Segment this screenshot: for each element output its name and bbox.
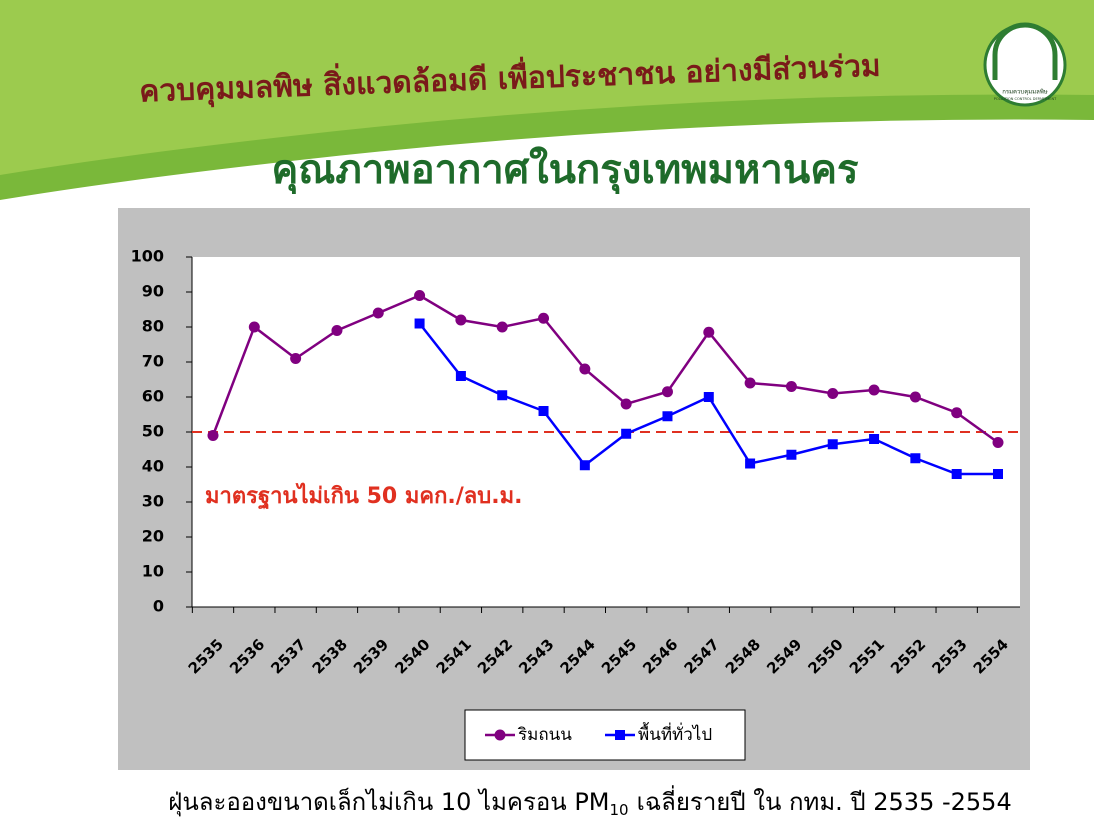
point: [704, 392, 714, 402]
y-tick-label: 30: [142, 492, 164, 511]
point: [538, 313, 549, 324]
y-tick-label: 80: [142, 317, 164, 336]
point: [828, 439, 838, 449]
y-tick-label: 10: [142, 562, 164, 581]
point: [703, 327, 714, 338]
y-tick-label: 0: [153, 597, 164, 616]
logo-english: POLLUTION CONTROL DEPARTMENT: [994, 97, 1057, 101]
point: [373, 308, 384, 319]
y-tick-label: 60: [142, 387, 164, 406]
point: [539, 406, 549, 416]
y-tick-label: 40: [142, 457, 164, 476]
point: [993, 469, 1003, 479]
caption-subscript: 10: [610, 801, 629, 819]
point: [993, 437, 1004, 448]
y-tick-label: 100: [131, 247, 164, 266]
logo-name: กรมควบคุมมลพิษ: [1002, 89, 1048, 96]
point: [951, 407, 962, 418]
point: [497, 390, 507, 400]
point: [456, 371, 466, 381]
point: [208, 430, 219, 441]
legend-marker: [615, 730, 625, 740]
point: [786, 381, 797, 392]
point: [331, 325, 342, 336]
point: [662, 386, 673, 397]
point: [952, 469, 962, 479]
point: [827, 388, 838, 399]
caption: ฝุ่นละอองขนาดเล็กไม่เกิน 10 ไมครอน PM10 เ…: [168, 785, 1011, 819]
point: [869, 385, 880, 396]
point: [579, 364, 590, 375]
point: [745, 378, 756, 389]
point: [745, 459, 755, 469]
y-tick-label: 70: [142, 352, 164, 371]
plot-area: [192, 257, 1020, 607]
slide: ควบคุมมลพิษ สิ่งแวดล้อมดี เพื่อประชาชน อ…: [0, 0, 1094, 822]
point: [910, 453, 920, 463]
legend-marker: [495, 730, 506, 741]
y-tick-label: 90: [142, 282, 164, 301]
legend-label: พื้นที่ทั่วไป: [638, 722, 712, 745]
point: [621, 429, 631, 439]
y-tick-label: 20: [142, 527, 164, 546]
legend-label: ริมถนน: [517, 725, 572, 745]
point: [580, 460, 590, 470]
point: [662, 411, 672, 421]
chart-title: คุณภาพอากาศในกรุงเทพมหานคร: [272, 146, 859, 195]
point: [497, 322, 508, 333]
point: [249, 322, 260, 333]
point: [869, 434, 879, 444]
caption-main: ฝุ่นละอองขนาดเล็กไม่เกิน 10 ไมครอน PM: [168, 787, 609, 817]
point: [455, 315, 466, 326]
reference-label: มาตรฐานไม่เกิน 50 มคก./ลบ.ม.: [205, 482, 522, 510]
point: [786, 450, 796, 460]
caption-rest: เฉลี่ยรายปี ใน กทม. ปี 2535 -2554: [637, 785, 1012, 816]
point: [910, 392, 921, 403]
point: [290, 353, 301, 364]
logo: กรมควบคุมมลพิษ POLLUTION CONTROL DEPARTM…: [985, 25, 1065, 105]
point: [415, 319, 425, 329]
point: [621, 399, 632, 410]
y-tick-label: 50: [142, 422, 164, 441]
point: [414, 290, 425, 301]
